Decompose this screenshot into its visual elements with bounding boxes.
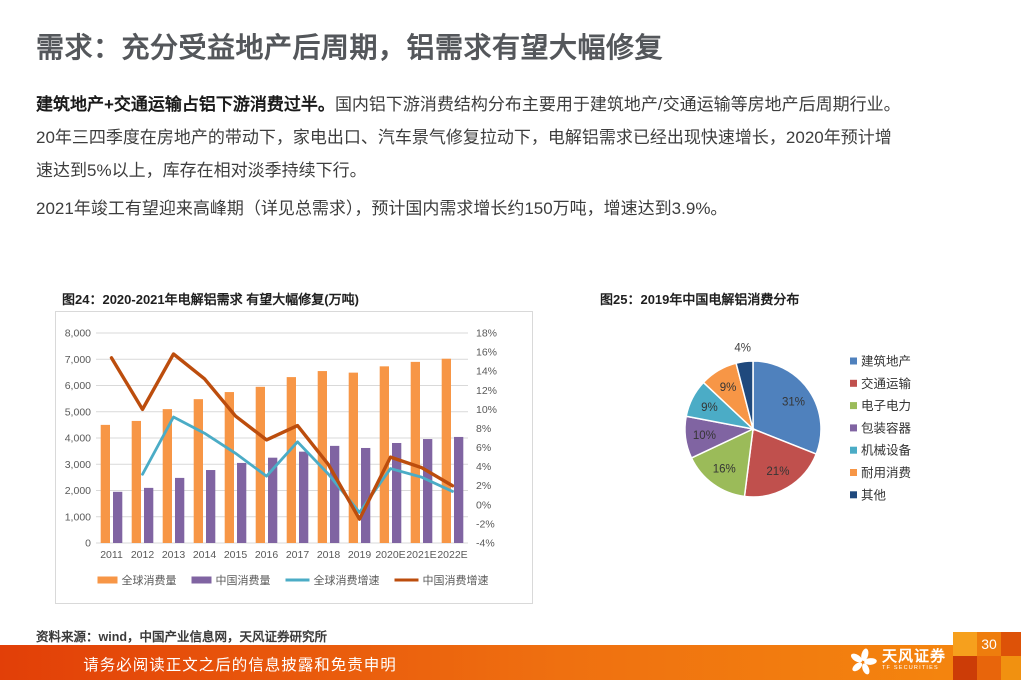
- svg-text:8,000: 8,000: [65, 328, 91, 340]
- svg-text:5,000: 5,000: [65, 406, 91, 418]
- mosaic-tile: [1001, 656, 1021, 680]
- svg-text:电子电力: 电子电力: [861, 399, 911, 413]
- source-text: wind，中国产业信息网，天风证券研究所: [98, 630, 327, 644]
- body-paragraph-3: 2021年竣工有望迎来高峰期（详见总需求），预计国内需求增长约150万吨，增速达…: [36, 199, 728, 218]
- svg-text:机械设备: 机械设备: [861, 443, 912, 458]
- source-label: 资料来源：: [36, 630, 99, 644]
- body-text: 建筑地产+交通运输占铝下游消费过半。国内铝下游消费结构分布主要用于建筑地产/交通…: [36, 88, 996, 225]
- page-title: 需求：充分受益地产后周期，铝需求有望大幅修复: [36, 32, 664, 63]
- lead-sentence: 建筑地产+交通运输占铝下游消费过半。: [36, 95, 335, 114]
- svg-text:31%: 31%: [782, 396, 805, 408]
- figure25-chart-box: 31% 21% 16% 10% 9% 9% 4% 建筑地产交通运输电子电力包装容器机械设备耐用…: [600, 316, 1000, 554]
- pie-chart: 31% 21% 16% 10% 9%9% 4% 建筑地产交通运输电子电力包装容器机械设备耐用…: [684, 343, 912, 502]
- tf-flower-logo-icon: [850, 648, 877, 675]
- mosaic-tile: [953, 656, 977, 680]
- svg-text:10%: 10%: [693, 430, 716, 442]
- svg-text:2,000: 2,000: [65, 485, 91, 497]
- svg-text:耐用消费: 耐用消费: [861, 466, 911, 480]
- svg-text:9%: 9%: [701, 402, 718, 414]
- svg-text:全球消费量: 全球消费量: [122, 573, 177, 587]
- svg-text:16%: 16%: [713, 464, 736, 476]
- svg-text:2020E: 2020E: [375, 549, 405, 561]
- svg-text:10%: 10%: [476, 404, 497, 416]
- svg-text:2015: 2015: [224, 549, 248, 561]
- svg-text:4%: 4%: [734, 343, 751, 355]
- svg-text:16%: 16%: [476, 347, 497, 359]
- svg-text:9%: 9%: [720, 382, 737, 394]
- mosaic-tile: [953, 632, 977, 656]
- svg-text:18%: 18%: [476, 328, 497, 340]
- svg-text:14%: 14%: [476, 366, 497, 378]
- svg-text:12%: 12%: [476, 385, 497, 397]
- svg-text:4%: 4%: [476, 461, 491, 473]
- svg-text:1,000: 1,000: [65, 511, 91, 523]
- svg-text:2017: 2017: [286, 549, 310, 561]
- svg-text:包装容器: 包装容器: [861, 420, 912, 435]
- svg-text:2021E: 2021E: [406, 549, 436, 561]
- page-number: 30: [981, 636, 997, 652]
- body-paragraph-2-line1: 20年三四季度在房地产的带动下，家电出口、汽车景气修复拉动下，电解铝需求已经出现…: [36, 128, 892, 147]
- svg-text:2022E: 2022E: [437, 549, 467, 561]
- svg-text:-2%: -2%: [476, 518, 495, 530]
- svg-text:3,000: 3,000: [65, 459, 91, 471]
- source-note: 资料来源：wind，中国产业信息网，天风证券研究所: [36, 626, 327, 645]
- lead-rest: 国内铝下游消费结构分布主要用于建筑地产/交通运输等房地产后周期行业。: [334, 95, 901, 114]
- svg-text:4,000: 4,000: [65, 433, 91, 445]
- combo-bar-line-chart: 8,000 7,000 6,000 5,000 4,000 3,000 2,000 1,000…: [65, 328, 497, 588]
- figure25-title: 图25：2019年中国电解铝消费分布: [600, 292, 800, 307]
- svg-text:2011: 2011: [100, 549, 123, 561]
- svg-text:2019: 2019: [348, 549, 372, 561]
- svg-text:全球消费增速: 全球消费增速: [314, 573, 380, 587]
- svg-text:2%: 2%: [476, 480, 491, 492]
- mosaic-tile: [977, 632, 1001, 656]
- svg-text:0%: 0%: [476, 499, 491, 511]
- svg-text:8%: 8%: [476, 423, 491, 435]
- body-paragraph-1: 建筑地产+交通运输占铝下游消费过半。国内铝下游消费结构分布主要用于建筑地产/交通…: [36, 88, 996, 121]
- mosaic-tile: [1001, 632, 1021, 656]
- svg-text:7,000: 7,000: [65, 354, 91, 366]
- svg-text:-4%: -4%: [476, 538, 495, 550]
- brand-name-cn: 天风证券: [882, 648, 947, 665]
- svg-text:2013: 2013: [162, 549, 186, 561]
- svg-text:建筑地产: 建筑地产: [861, 354, 911, 369]
- figure24-chart-box: 8,000 7,000 6,000 5,000 4,000 3,000 2,000 1,000…: [55, 311, 533, 604]
- body-paragraph-2-line2: 速达到5%以上，库存在相对淡季持续下行。: [36, 161, 367, 180]
- svg-text:2018: 2018: [317, 549, 341, 561]
- brand-text: 天风证券 TF SECURITIES: [882, 649, 946, 672]
- svg-text:2016: 2016: [255, 549, 279, 561]
- mosaic-tile: [977, 656, 1001, 680]
- svg-text:21%: 21%: [766, 466, 789, 478]
- svg-text:2014: 2014: [193, 549, 217, 561]
- svg-text:0: 0: [85, 538, 91, 550]
- svg-text:2012: 2012: [131, 549, 155, 561]
- svg-text:6,000: 6,000: [65, 380, 91, 392]
- brand-name-en: TF SECURITIES: [882, 665, 939, 671]
- svg-text:中国消费量: 中国消费量: [216, 573, 271, 587]
- footer-disclaimer: 请务必阅读正文之后的信息披露和免责申明: [83, 657, 397, 674]
- svg-text:6%: 6%: [476, 442, 491, 454]
- svg-text:中国消费增速: 中国消费增速: [423, 573, 489, 587]
- figure24-title: 图24：2020-2021年电解铝需求 有望大幅修复(万吨): [62, 292, 359, 307]
- svg-text:交通运输: 交通运输: [861, 376, 912, 391]
- svg-text:其他: 其他: [861, 488, 887, 502]
- footer-band: [0, 645, 1021, 680]
